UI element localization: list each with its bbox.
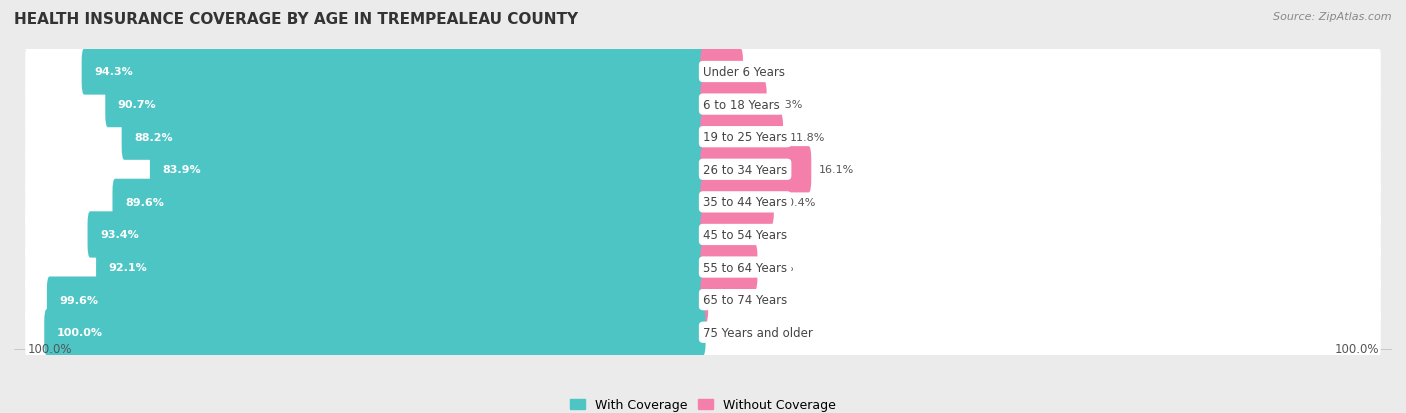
FancyBboxPatch shape [25,178,1381,226]
FancyBboxPatch shape [700,49,742,95]
Text: 11.8%: 11.8% [790,132,825,142]
FancyBboxPatch shape [700,212,749,258]
FancyBboxPatch shape [112,179,706,225]
FancyBboxPatch shape [87,212,706,258]
FancyBboxPatch shape [82,49,706,95]
Text: 35 to 44 Years: 35 to 44 Years [703,196,787,209]
FancyBboxPatch shape [25,243,1381,292]
Text: 90.7%: 90.7% [118,100,156,110]
FancyBboxPatch shape [700,244,758,290]
FancyBboxPatch shape [96,244,706,290]
Text: 88.2%: 88.2% [134,132,173,142]
Text: Under 6 Years: Under 6 Years [703,66,785,79]
FancyBboxPatch shape [44,309,706,356]
Text: 55 to 64 Years: 55 to 64 Years [703,261,787,274]
Text: 45 to 54 Years: 45 to 54 Years [703,228,787,241]
Legend: With Coverage, Without Coverage: With Coverage, Without Coverage [565,393,841,413]
Text: 0.39%: 0.39% [716,295,751,305]
Text: 10.4%: 10.4% [782,197,817,207]
Text: 19 to 25 Years: 19 to 25 Years [703,131,787,144]
Text: 0.0%: 0.0% [713,328,741,337]
Text: 83.9%: 83.9% [162,165,201,175]
FancyBboxPatch shape [700,147,811,193]
Text: 89.6%: 89.6% [125,197,165,207]
Text: 100.0%: 100.0% [27,342,72,355]
FancyBboxPatch shape [700,179,773,225]
Text: 5.7%: 5.7% [751,67,779,77]
Text: 93.4%: 93.4% [100,230,139,240]
Text: 92.1%: 92.1% [108,262,148,273]
FancyBboxPatch shape [25,276,1381,324]
Text: 16.1%: 16.1% [818,165,853,175]
Text: 75 Years and older: 75 Years and older [703,326,813,339]
FancyBboxPatch shape [700,114,783,160]
Text: 7.9%: 7.9% [765,262,793,273]
FancyBboxPatch shape [25,113,1381,161]
Text: 99.6%: 99.6% [59,295,98,305]
Text: 26 to 34 Years: 26 to 34 Years [703,164,787,176]
Text: 6.6%: 6.6% [756,230,785,240]
Text: 9.3%: 9.3% [773,100,803,110]
Text: 94.3%: 94.3% [94,67,132,77]
Text: 65 to 74 Years: 65 to 74 Years [703,293,787,306]
FancyBboxPatch shape [700,277,709,323]
FancyBboxPatch shape [25,309,1381,356]
FancyBboxPatch shape [122,114,706,160]
Text: 100.0%: 100.0% [1334,342,1379,355]
FancyBboxPatch shape [700,82,766,128]
Text: HEALTH INSURANCE COVERAGE BY AGE IN TREMPEALEAU COUNTY: HEALTH INSURANCE COVERAGE BY AGE IN TREM… [14,12,578,27]
FancyBboxPatch shape [25,48,1381,96]
FancyBboxPatch shape [46,277,706,323]
FancyBboxPatch shape [25,211,1381,259]
FancyBboxPatch shape [150,147,706,193]
Text: Source: ZipAtlas.com: Source: ZipAtlas.com [1274,12,1392,22]
Text: 6 to 18 Years: 6 to 18 Years [703,98,780,112]
FancyBboxPatch shape [25,146,1381,194]
FancyBboxPatch shape [25,81,1381,129]
FancyBboxPatch shape [105,82,706,128]
Text: 100.0%: 100.0% [56,328,103,337]
